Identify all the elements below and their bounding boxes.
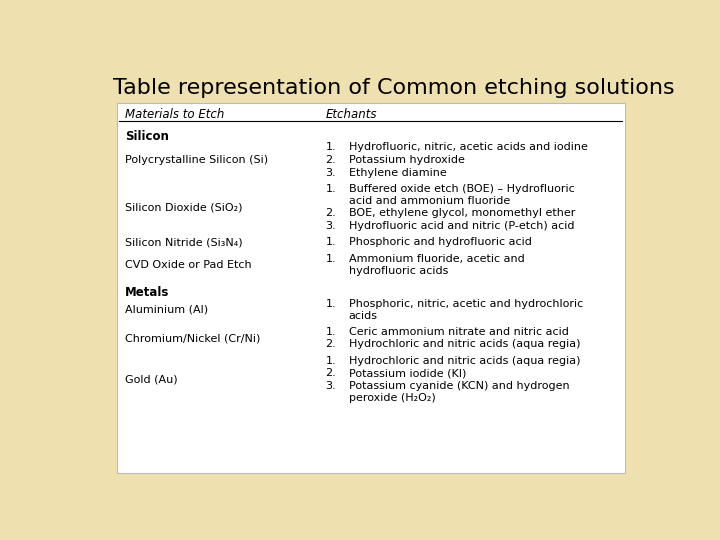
Text: 2.: 2. <box>325 368 336 379</box>
Text: Silicon: Silicon <box>125 130 168 143</box>
Text: Chromium/Nickel (Cr/Ni): Chromium/Nickel (Cr/Ni) <box>125 334 260 343</box>
Text: 1.: 1. <box>325 327 336 336</box>
Text: Materials to Etch: Materials to Etch <box>125 107 224 120</box>
Text: Polycrystalline Silicon (Si): Polycrystalline Silicon (Si) <box>125 156 268 165</box>
Text: 3.: 3. <box>325 167 336 178</box>
Text: Potassium iodide (KI): Potassium iodide (KI) <box>348 368 466 379</box>
Text: 1.: 1. <box>325 356 336 366</box>
Text: 3.: 3. <box>325 381 336 391</box>
Text: Hydrochloric and nitric acids (aqua regia): Hydrochloric and nitric acids (aqua regi… <box>348 356 580 366</box>
Text: Etchants: Etchants <box>325 107 377 120</box>
Text: Aluminium (Al): Aluminium (Al) <box>125 305 208 315</box>
Text: Buffered oxide etch (BOE) – Hydrofluoric
acid and ammonium fluoride: Buffered oxide etch (BOE) – Hydrofluoric… <box>348 184 575 206</box>
Text: Hydrochloric and nitric acids (aqua regia): Hydrochloric and nitric acids (aqua regi… <box>348 339 580 349</box>
Text: 2.: 2. <box>325 155 336 165</box>
Text: 1.: 1. <box>325 142 336 152</box>
Text: Silicon Nitride (Si₃N₄): Silicon Nitride (Si₃N₄) <box>125 238 243 248</box>
Text: Ceric ammonium nitrate and nitric acid: Ceric ammonium nitrate and nitric acid <box>348 327 569 336</box>
Text: Potassium hydroxide: Potassium hydroxide <box>348 155 464 165</box>
Text: Table representation of Common etching solutions: Table representation of Common etching s… <box>113 78 675 98</box>
Text: 3.: 3. <box>325 221 336 231</box>
FancyBboxPatch shape <box>117 103 625 473</box>
Text: 1.: 1. <box>325 184 336 194</box>
Text: CVD Oxide or Pad Etch: CVD Oxide or Pad Etch <box>125 260 251 270</box>
Text: BOE, ethylene glycol, monomethyl ether: BOE, ethylene glycol, monomethyl ether <box>348 208 575 218</box>
Text: Hydrofluoric, nitric, acetic acids and iodine: Hydrofluoric, nitric, acetic acids and i… <box>348 142 588 152</box>
Text: Ethylene diamine: Ethylene diamine <box>348 167 446 178</box>
Text: Potassium cyanide (KCN) and hydrogen
peroxide (H₂O₂): Potassium cyanide (KCN) and hydrogen per… <box>348 381 570 403</box>
Text: 1.: 1. <box>325 299 336 309</box>
Text: Hydrofluoric acid and nitric (P-etch) acid: Hydrofluoric acid and nitric (P-etch) ac… <box>348 221 574 231</box>
Text: Metals: Metals <box>125 286 169 299</box>
Text: Ammonium fluoride, acetic and
hydrofluoric acids: Ammonium fluoride, acetic and hydrofluor… <box>348 254 524 276</box>
Text: Phosphoric, nitric, acetic and hydrochloric
acids: Phosphoric, nitric, acetic and hydrochlo… <box>348 299 583 321</box>
Text: Phosphoric and hydrofluoric acid: Phosphoric and hydrofluoric acid <box>348 237 531 247</box>
Text: 2.: 2. <box>325 339 336 349</box>
Text: 1.: 1. <box>325 254 336 264</box>
Text: 2.: 2. <box>325 208 336 218</box>
Text: 1.: 1. <box>325 237 336 247</box>
Text: Silicon Dioxide (SiO₂): Silicon Dioxide (SiO₂) <box>125 203 243 213</box>
Text: Gold (Au): Gold (Au) <box>125 375 178 384</box>
